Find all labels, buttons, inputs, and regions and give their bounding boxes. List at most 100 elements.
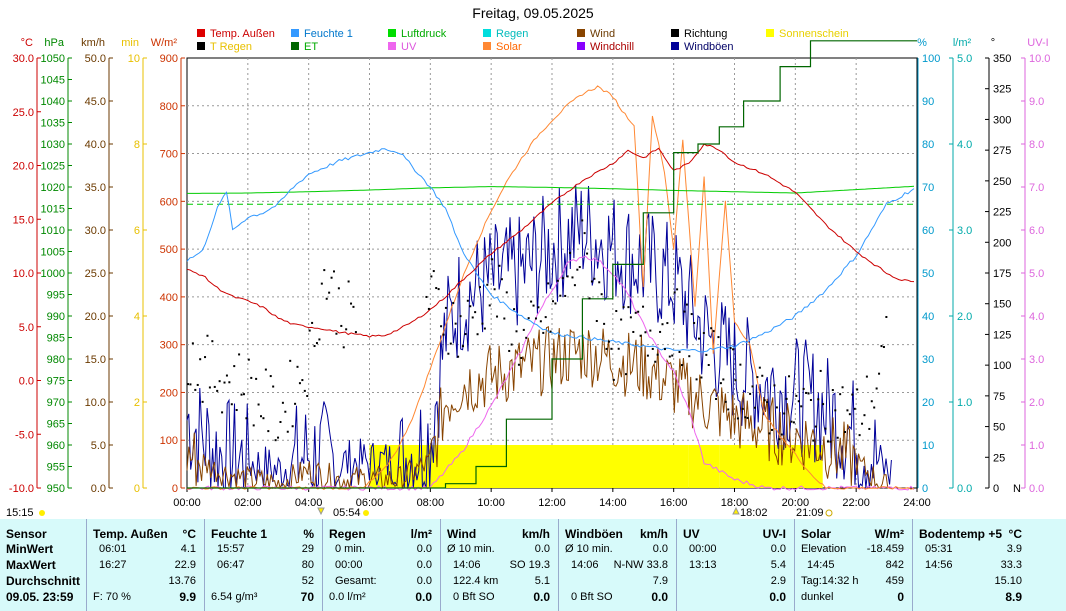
direction-dot xyxy=(306,395,309,398)
direction-dot xyxy=(805,391,808,394)
left-axis-tick-label: 6 xyxy=(134,225,140,237)
direction-dot xyxy=(868,427,871,430)
left-axis-tick-label: 700 xyxy=(160,149,178,161)
left-axis-tick-label: 35.0 xyxy=(85,182,106,194)
direction-dot xyxy=(442,333,445,336)
direction-dot xyxy=(189,383,192,386)
temp-unit: °C xyxy=(182,527,196,541)
left-axis-tick-label: 955 xyxy=(47,462,65,474)
direction-dot xyxy=(542,331,545,334)
sun-marker-icon xyxy=(39,510,45,516)
direction-dot xyxy=(216,389,219,392)
right-axis-tick-label: 10 xyxy=(922,440,934,452)
x-axis-tick-label: 08:00 xyxy=(417,497,445,509)
direction-dot xyxy=(500,278,503,281)
direction-dot xyxy=(325,297,328,300)
direction-dot xyxy=(642,305,645,308)
stats-humidity: Feuchte 1 % 15:57 29 06:47 80 52 6.54 g/… xyxy=(204,519,322,611)
direction-dot xyxy=(795,394,798,397)
direction-dot xyxy=(819,369,822,372)
direction-dot xyxy=(544,316,547,319)
right-axis-tick-label: 150 xyxy=(993,299,1011,311)
right-axis-tick-label: 60 xyxy=(922,225,934,237)
humidity-head: Feuchte 1 xyxy=(211,527,268,541)
direction-dot xyxy=(702,332,705,335)
wind-line xyxy=(186,326,892,490)
uv-line xyxy=(186,255,915,491)
direction-dot xyxy=(851,393,854,396)
humidity-current: 70 xyxy=(300,590,314,604)
left-axis-unit: min xyxy=(121,37,139,49)
direction-dot xyxy=(724,400,727,403)
direction-dot xyxy=(749,392,752,395)
direction-dot xyxy=(204,356,207,359)
direction-dot xyxy=(858,434,861,437)
direction-dot xyxy=(238,353,241,356)
direction-dot xyxy=(561,277,564,280)
left-axis-tick-label: 40.0 xyxy=(85,139,106,151)
direction-dot xyxy=(277,436,280,439)
direction-dot xyxy=(661,323,664,326)
right-axis-tick-label: 0 xyxy=(993,483,999,495)
direction-dot xyxy=(352,305,355,308)
direction-dot xyxy=(775,406,778,409)
left-axis-tick-label: 965 xyxy=(47,419,65,431)
soil-unit: °C xyxy=(1008,527,1022,541)
right-axis-tick-label: 10.0 xyxy=(1029,53,1050,65)
uv-r2: 5.4 xyxy=(770,559,786,571)
direction-dot xyxy=(739,363,742,366)
legend-label: UV xyxy=(401,41,417,53)
marker-18-time: 18:02 xyxy=(740,507,768,519)
uv-r1-label: 00:00 xyxy=(689,543,717,555)
stats-uv: UV UV-I 00:00 0.0 13:13 5.4 2.9 0.0 xyxy=(676,519,794,611)
direction-dot xyxy=(549,330,552,333)
direction-dot xyxy=(466,299,469,302)
direction-dot xyxy=(822,403,825,406)
left-axis-tick-label: 200 xyxy=(160,387,178,399)
direction-dot xyxy=(586,252,589,255)
direction-dot xyxy=(639,334,642,337)
left-axis-tick-label: 1035 xyxy=(41,118,65,130)
soil-max-time: 14:56 xyxy=(925,559,953,571)
right-axis-unit: UV-I xyxy=(1027,37,1048,49)
direction-dot xyxy=(318,338,321,341)
direction-dot xyxy=(678,350,681,353)
gusts-current: 0.0 xyxy=(651,590,668,604)
sun-marker-icon xyxy=(363,510,369,516)
right-axis-tick-label: 8.0 xyxy=(1029,139,1044,151)
direction-dot xyxy=(208,386,211,389)
direction-dot xyxy=(744,416,747,419)
moon-marker-icon xyxy=(825,509,833,517)
direction-dot xyxy=(262,417,265,420)
solar-r1: -18.459 xyxy=(866,543,904,555)
direction-dot xyxy=(452,301,455,304)
label-sensor: Sensor xyxy=(6,527,47,541)
direction-dot xyxy=(303,389,306,392)
stats-labels: Sensor MinWert MaxWert Durchschnitt 09.0… xyxy=(0,519,86,611)
direction-dot xyxy=(235,409,238,412)
gusts-r2-dir: N-NW 33.8 xyxy=(613,559,668,571)
direction-dot xyxy=(882,346,885,349)
direction-dot xyxy=(603,322,606,325)
direction-dot xyxy=(323,269,326,272)
direction-dot xyxy=(780,433,783,436)
direction-dot xyxy=(578,266,581,269)
direction-dot xyxy=(671,354,674,357)
direction-dot xyxy=(508,349,511,352)
chart-title: Freitag, 09.05.2025 xyxy=(472,5,594,21)
direction-dot xyxy=(736,417,739,420)
direction-dot xyxy=(350,302,353,305)
legend-swatch xyxy=(577,42,585,50)
direction-dot xyxy=(335,332,338,335)
left-axis-tick-label: 0 xyxy=(172,483,178,495)
left-axis-tick-label: 20.0 xyxy=(13,161,34,173)
right-axis-tick-label: 225 xyxy=(993,207,1011,219)
left-axis-tick-label: 1045 xyxy=(41,75,65,87)
direction-dot xyxy=(486,283,489,286)
left-axis-tick-label: 15.0 xyxy=(13,214,34,226)
direction-dot xyxy=(432,270,435,273)
direction-dot xyxy=(632,330,635,333)
legend-swatch xyxy=(388,29,396,37)
direction-dot xyxy=(700,376,703,379)
direction-dot xyxy=(680,364,683,367)
